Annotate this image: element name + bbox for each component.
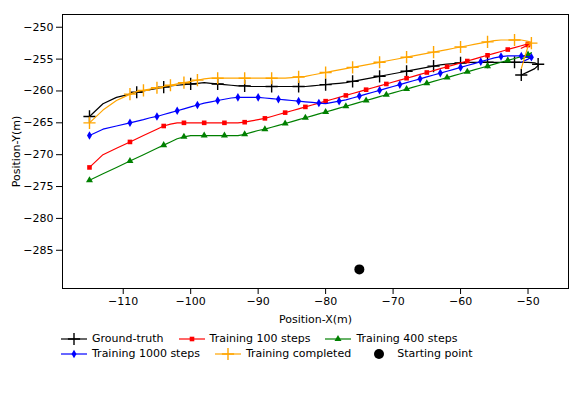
html-text:Training 100 steps: Training 100 steps [209, 332, 311, 345]
svg-text:−250: −250 [23, 21, 53, 34]
svg-text:−265: −265 [23, 116, 53, 129]
html-text:Training 400 steps: Training 400 steps [356, 332, 458, 345]
svg-text:−275: −275 [23, 180, 53, 193]
svg-text:−70: −70 [381, 295, 404, 308]
html-text:Ground-truth: Ground-truth [92, 332, 164, 345]
svg-text:−110: −110 [108, 295, 138, 308]
html-text:Starting point: Starting point [397, 347, 473, 360]
svg-text:−100: −100 [176, 295, 206, 308]
svg-text:−280: −280 [23, 212, 53, 225]
svg-text:−260: −260 [23, 84, 53, 97]
svg-text:−255: −255 [23, 53, 53, 66]
svg-text:Position-Y(m): Position-Y(m) [10, 116, 23, 188]
svg-text:Position-X(m): Position-X(m) [279, 313, 352, 326]
svg-text:−80: −80 [314, 295, 337, 308]
html-text:Training completed: Training completed [245, 347, 352, 360]
svg-text:−90: −90 [247, 295, 270, 308]
svg-text:−50: −50 [516, 295, 539, 308]
html-text:Training 1000 steps: Training 1000 steps [92, 347, 200, 360]
svg-text:−270: −270 [23, 148, 53, 161]
svg-text:−60: −60 [449, 295, 472, 308]
svg-text:−285: −285 [23, 244, 53, 257]
